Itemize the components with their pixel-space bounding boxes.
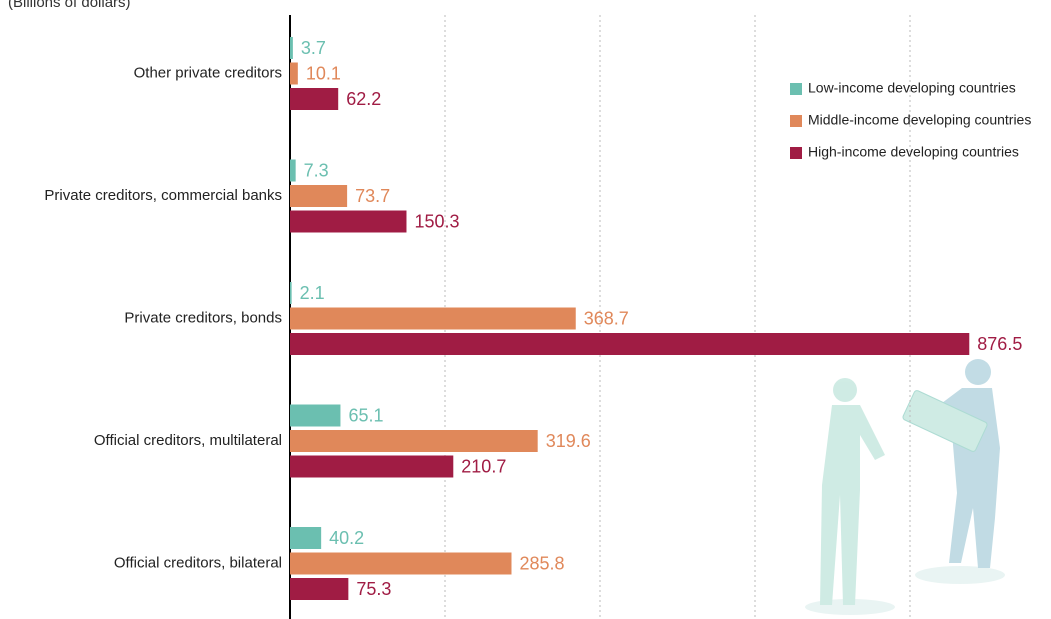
bar: [290, 282, 292, 304]
legend-swatch: [790, 115, 802, 127]
legend-label: Middle-income developing countries: [808, 112, 1031, 128]
bar: [290, 333, 969, 355]
bar: [290, 63, 298, 85]
legend-swatch: [790, 147, 802, 159]
bar: [290, 88, 338, 110]
chart: (Billions of dollars) Other private cred…: [0, 0, 1051, 619]
category-label: Official creditors, bilateral: [114, 554, 282, 571]
value-label: 10.1: [306, 63, 341, 83]
value-label: 7.3: [304, 160, 329, 180]
value-label: 876.5: [977, 334, 1022, 354]
value-label: 210.7: [461, 456, 506, 476]
legend-label: Low-income developing countries: [808, 80, 1016, 96]
value-label: 3.7: [301, 38, 326, 58]
bar: [290, 578, 348, 600]
value-label: 40.2: [329, 528, 364, 548]
chart-subtitle: (Billions of dollars): [8, 0, 131, 11]
page: {"chart_data": {"type": "hbar", "subtitl…: [0, 0, 1051, 619]
value-label: 2.1: [300, 283, 325, 303]
value-label: 65.1: [348, 405, 383, 425]
value-label: 62.2: [346, 89, 381, 109]
bar: [290, 211, 406, 233]
bar: [290, 405, 340, 427]
bar: [290, 37, 293, 59]
value-label: 75.3: [356, 579, 391, 599]
value-label: 285.8: [519, 553, 564, 573]
illustration: [805, 359, 1005, 615]
category-label: Private creditors, commercial banks: [44, 187, 282, 204]
legend-swatch: [790, 83, 802, 95]
category-label: Other private creditors: [134, 64, 282, 81]
value-label: 368.7: [584, 308, 629, 328]
bar: [290, 160, 296, 182]
bar: [290, 553, 511, 575]
bar: [290, 308, 576, 330]
bar: [290, 456, 453, 478]
value-label: 73.7: [355, 186, 390, 206]
value-label: 319.6: [546, 431, 591, 451]
category-label: Official creditors, multilateral: [94, 432, 282, 449]
bar: [290, 430, 538, 452]
bar: [290, 185, 347, 207]
bar: [290, 527, 321, 549]
category-label: Private creditors, bonds: [124, 309, 282, 326]
legend-label: High-income developing countries: [808, 144, 1019, 160]
value-label: 150.3: [414, 211, 459, 231]
